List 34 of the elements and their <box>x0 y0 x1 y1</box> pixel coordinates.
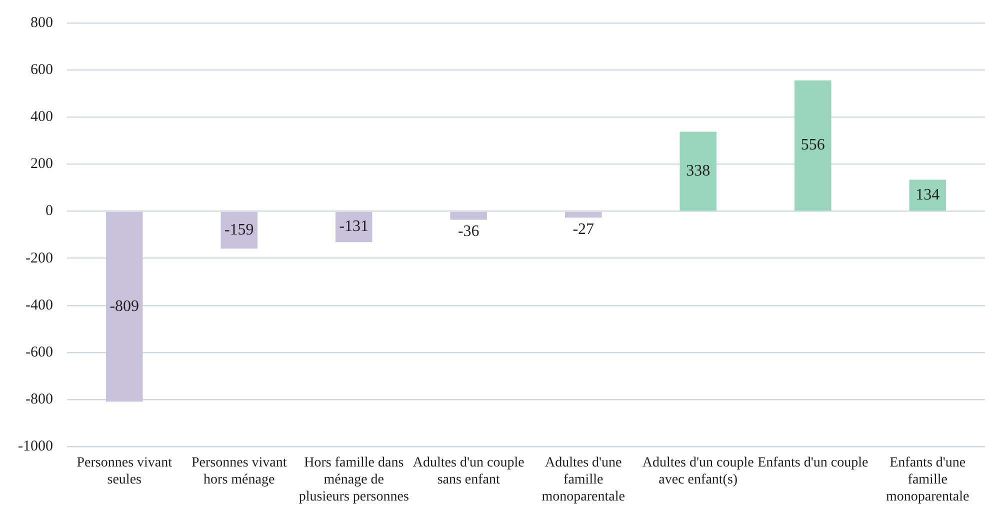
bar <box>106 212 143 402</box>
data-label: -159 <box>224 221 254 238</box>
data-label: 338 <box>686 162 710 180</box>
data-label: 134 <box>916 186 940 204</box>
y-tick-label: -200 <box>25 250 53 266</box>
bar <box>909 180 946 211</box>
data-label: -809 <box>110 298 140 315</box>
y-tick-label: -600 <box>25 344 53 360</box>
data-label: -36 <box>458 222 480 240</box>
data-label: -131 <box>339 218 369 236</box>
bar <box>336 212 372 242</box>
x-tick-label: Adultes d'un couple avec enfant(s) <box>642 456 754 488</box>
x-tick-label: Personnes vivant hors ménage <box>191 456 287 488</box>
x-tick-label: Enfants d'un couple <box>758 456 868 471</box>
x-tick-label: Enfants d'une famille monoparentale <box>886 456 970 504</box>
x-tick-label: Adultes d'une famille monoparentale <box>542 456 625 504</box>
bar <box>450 212 487 220</box>
y-tick-label: 0 <box>45 203 53 220</box>
x-tick-label: Hors famille dans ménage de plusieurs personnes <box>298 456 409 504</box>
x-tick-label: Personnes vivant seules <box>76 456 172 488</box>
y-tick-label: -800 <box>25 391 53 408</box>
x-tick-label: Adultes d'un couple sans enfant <box>412 456 524 488</box>
bar <box>220 212 258 249</box>
y-tick-label: 400 <box>30 109 53 126</box>
y-tick-label: 800 <box>30 14 53 31</box>
y-tick-label: 200 <box>30 156 53 172</box>
data-label: 556 <box>800 136 825 154</box>
bar <box>794 80 832 211</box>
data-label: -27 <box>572 220 594 238</box>
y-tick-label: 600 <box>30 62 53 78</box>
y-tick-label: -1000 <box>18 438 53 455</box>
bar <box>565 212 602 218</box>
bar <box>680 132 716 211</box>
y-tick-label: -400 <box>25 297 53 314</box>
